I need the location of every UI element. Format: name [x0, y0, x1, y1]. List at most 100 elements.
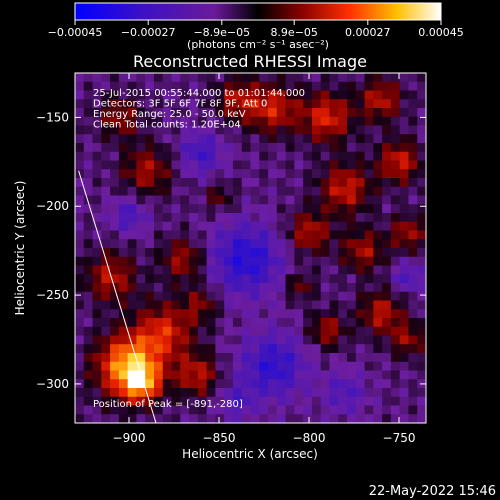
heatmap-cell	[382, 108, 392, 118]
heatmap-cell	[101, 160, 111, 170]
heatmap-cell	[101, 125, 111, 135]
heatmap-cell	[329, 221, 339, 232]
heatmap-cell	[382, 169, 392, 179]
heatmap-cell	[101, 414, 111, 423]
heatmap-cell	[382, 221, 392, 232]
heatmap-cell	[276, 125, 287, 135]
heatmap-cell	[355, 143, 366, 153]
heatmap-cell	[276, 204, 287, 214]
heatmap-cell	[171, 186, 181, 197]
heatmap-cell	[83, 318, 94, 328]
heatmap-cell	[320, 230, 331, 240]
heatmap-cell	[153, 353, 164, 363]
heatmap-cell	[101, 318, 111, 328]
heatmap-cell	[320, 186, 331, 197]
heatmap-cell	[153, 230, 164, 240]
heatmap-cell	[320, 414, 331, 423]
heatmap-cell	[224, 143, 234, 153]
heatmap-cell	[417, 204, 426, 214]
heatmap-cell	[382, 213, 392, 223]
heatmap-cell	[303, 283, 313, 293]
heatmap-cell	[417, 248, 426, 258]
heatmap-cell	[232, 186, 243, 197]
heatmap-cell	[197, 116, 208, 127]
heatmap-cell	[294, 344, 304, 354]
heatmap-cell	[136, 178, 146, 188]
heatmap-cell	[162, 274, 173, 284]
heatmap-cell	[347, 265, 357, 275]
heatmap-cell	[347, 396, 357, 407]
heatmap-cell	[189, 396, 199, 407]
heatmap-cell	[136, 256, 146, 267]
heatmap-cell	[189, 221, 199, 232]
heatmap-cell	[347, 370, 357, 380]
footer-date: 22-May-2022 15:46	[369, 484, 496, 499]
heatmap-cell	[399, 300, 410, 310]
heatmap-cell	[127, 116, 138, 127]
heatmap-cell	[224, 405, 234, 415]
heatmap-cell	[241, 116, 252, 127]
heatmap-cell	[417, 73, 426, 83]
heatmap-cell	[355, 405, 366, 415]
heatmap-cell	[347, 300, 357, 310]
heatmap-cell	[268, 195, 278, 205]
heatmap-cell	[276, 344, 287, 354]
heatmap-cell	[276, 256, 287, 267]
heatmap-cell	[153, 335, 164, 345]
heatmap-cell	[390, 81, 401, 92]
heatmap-cell	[276, 309, 287, 319]
heatmap-cell	[285, 99, 295, 109]
heatmap-cell	[215, 388, 225, 398]
heatmap-cell	[303, 335, 313, 345]
heatmap-cell	[118, 221, 129, 232]
heatmap-cell	[110, 326, 120, 337]
heatmap-cell	[382, 160, 392, 170]
heatmap-cell	[153, 195, 164, 205]
heatmap-cell	[171, 256, 181, 267]
heatmap-cell	[206, 318, 217, 328]
heatmap-cell	[241, 90, 252, 100]
heatmap-cell	[75, 230, 85, 240]
heatmap-cell	[153, 326, 164, 337]
heatmap-cell	[101, 213, 111, 223]
heatmap-cell	[347, 405, 357, 415]
heatmap-cell	[285, 108, 295, 118]
heatmap-cell	[250, 300, 260, 310]
heatmap-cell	[276, 213, 287, 223]
heatmap-cell	[241, 204, 252, 214]
heatmap-cell	[92, 379, 102, 389]
heatmap-cell	[224, 344, 234, 354]
heatmap-cell	[373, 73, 383, 83]
heatmap-cell	[197, 361, 208, 372]
heatmap-cell	[259, 143, 269, 153]
heatmap-cell	[303, 230, 313, 240]
heatmap-cell	[162, 178, 173, 188]
heatmap-cell	[390, 283, 401, 293]
heatmap-cell	[92, 73, 102, 83]
heatmap-cell	[110, 291, 120, 302]
heatmap-cell	[355, 283, 366, 293]
heatmap-cell	[206, 379, 217, 389]
heatmap-cell	[408, 221, 418, 232]
heatmap-cell	[399, 388, 410, 398]
heatmap-cell	[224, 73, 234, 83]
heatmap-cell	[276, 230, 287, 240]
heatmap-cell	[417, 388, 426, 398]
heatmap-cell	[241, 134, 252, 144]
heatmap-cell	[276, 414, 287, 423]
heatmap-cell	[215, 116, 225, 127]
heatmap-cell	[311, 370, 322, 380]
heatmap-cell	[75, 283, 85, 293]
heatmap-cell	[338, 344, 348, 354]
heatmap-cell	[118, 134, 129, 144]
heatmap-cell	[215, 134, 225, 144]
heatmap-cell	[189, 300, 199, 310]
heatmap-cell	[101, 239, 111, 249]
heatmap-cell	[399, 414, 410, 423]
heatmap-cell	[294, 388, 304, 398]
heatmap-cell	[232, 230, 243, 240]
heatmap-cell	[311, 204, 322, 214]
heatmap-cell	[329, 169, 339, 179]
heatmap-cell	[408, 405, 418, 415]
heatmap-cell	[285, 213, 295, 223]
